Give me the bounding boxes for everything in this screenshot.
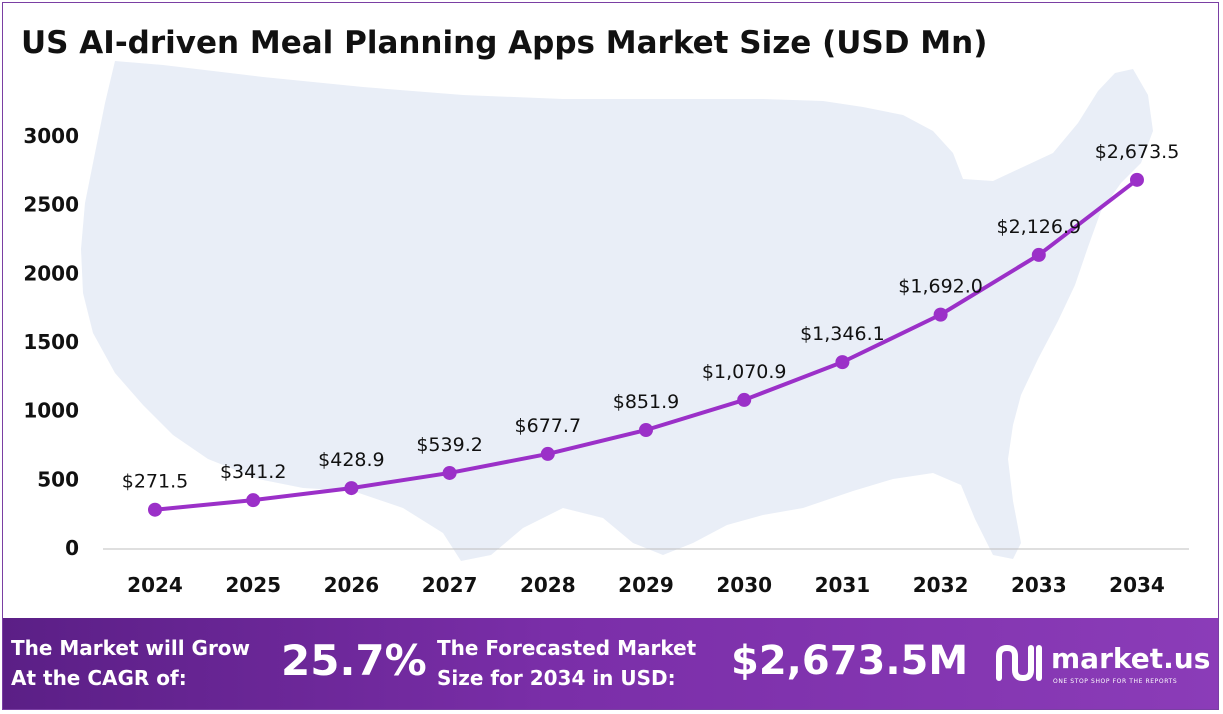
chart-title: US AI-driven Meal Planning Apps Market S… (21, 25, 988, 61)
chart-canvas: 0 500 1000 1500 2000 2500 3000 2024 2025 2026 202… (23, 61, 1189, 597)
data-point (639, 423, 653, 438)
y-tick-label: 2500 (23, 193, 79, 217)
data-point (1130, 172, 1144, 187)
x-tick-label: 2031 (815, 573, 871, 597)
data-label: $1,346.1 (800, 323, 885, 345)
data-label: $2,673.5 (1095, 141, 1180, 163)
data-label: $677.7 (515, 415, 581, 437)
data-point (737, 392, 752, 407)
data-label: $851.9 (613, 391, 679, 413)
y-tick-label: 1000 (23, 399, 79, 423)
cagr-label-line2: At the CAGR of: (11, 666, 187, 690)
us-map-background (81, 61, 1153, 561)
x-tick-label: 2025 (225, 573, 281, 597)
x-tick-label: 2026 (324, 573, 380, 597)
y-tick-label: 3000 (23, 124, 79, 148)
x-tick-label: 2034 (1109, 573, 1165, 597)
brand-tagline: ONE STOP SHOP FOR THE REPORTS (1053, 678, 1178, 685)
footer-banner: The Market will Grow At the CAGR of: 25.… (3, 618, 1218, 709)
x-tick-label: 2030 (716, 573, 772, 597)
x-tick-label: 2033 (1011, 573, 1067, 597)
data-label: $2,126.9 (996, 216, 1081, 238)
x-tick-label: 2032 (913, 573, 969, 597)
forecast-label-line1: The Forecasted Market (437, 636, 697, 660)
x-tick-label: 2027 (422, 573, 478, 597)
data-label: $539.2 (416, 434, 482, 456)
x-tick-label: 2028 (520, 573, 576, 597)
data-point (835, 355, 850, 370)
brand-name: market.us (1051, 642, 1211, 675)
x-tick-label: 2029 (618, 573, 674, 597)
data-point (246, 493, 261, 508)
data-label: $1,070.9 (702, 361, 787, 383)
data-label: $341.2 (220, 461, 286, 483)
data-label: $1,692.0 (898, 276, 983, 298)
forecast-value: $2,673.5M (731, 638, 969, 684)
data-point (933, 307, 948, 322)
forecast-label-line2: Size for 2034 in USD: (437, 666, 676, 690)
data-point (442, 465, 457, 480)
y-tick-label: 500 (37, 467, 79, 491)
data-point (1031, 247, 1046, 262)
data-point (540, 446, 555, 461)
market-us-logo-icon (996, 645, 1042, 681)
data-point (148, 502, 162, 517)
y-tick-label: 0 (65, 536, 79, 560)
y-tick-label: 2000 (23, 261, 79, 285)
x-tick-label: 2024 (127, 573, 183, 597)
cagr-value: 25.7% (281, 636, 427, 685)
data-label: $428.9 (318, 449, 384, 471)
data-point (344, 481, 359, 496)
y-tick-label: 1500 (23, 330, 79, 354)
cagr-label-line1: The Market will Grow (11, 636, 251, 660)
brand-logo: market.us ONE STOP SHOP FOR THE REPORTS (993, 640, 1213, 690)
data-label: $271.5 (122, 471, 188, 493)
